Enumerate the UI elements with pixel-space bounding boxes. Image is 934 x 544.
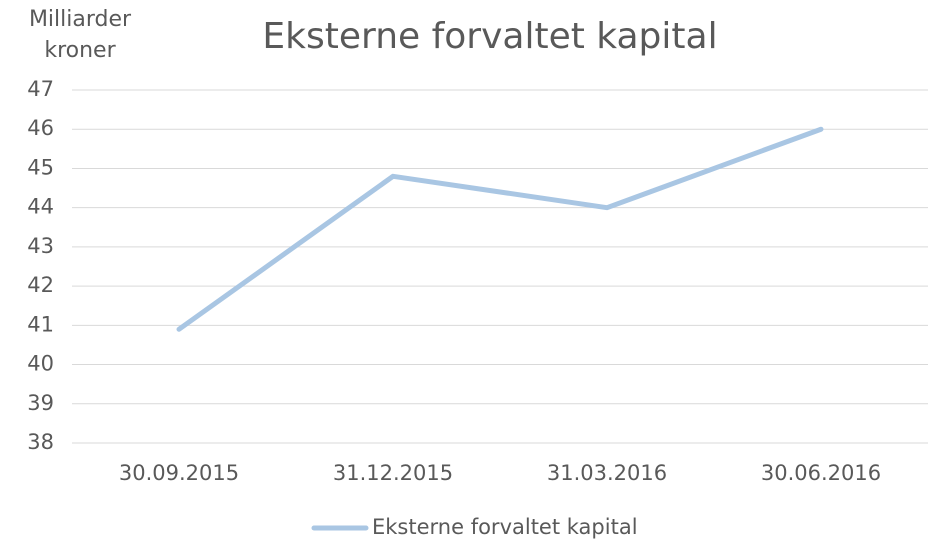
y-tick-label: 45 <box>27 155 54 179</box>
x-tick-label: 31.12.2015 <box>333 461 453 485</box>
y-tick-label: 42 <box>27 273 54 297</box>
y-tick-label: 43 <box>27 234 54 258</box>
y-tick-label: 44 <box>27 195 54 219</box>
legend-label: Eksterne forvaltet kapital <box>372 515 638 539</box>
x-tick-label: 30.09.2015 <box>119 461 239 485</box>
data-line <box>176 126 824 332</box>
y-tick-label: 46 <box>27 116 54 140</box>
y-tick-label: 40 <box>27 352 54 376</box>
y-tick-label: 39 <box>27 391 54 415</box>
x-tick-label: 30.06.2016 <box>761 461 881 485</box>
chart-title: Eksterne forvaltet kapital <box>262 16 717 57</box>
x-tick-label: 31.03.2016 <box>547 461 667 485</box>
y-tick-label: 41 <box>27 312 54 336</box>
y-tick-label: 38 <box>27 430 54 454</box>
y-axis-label: Milliarder kroner <box>28 7 132 63</box>
y-tick-label: 47 <box>27 77 54 101</box>
